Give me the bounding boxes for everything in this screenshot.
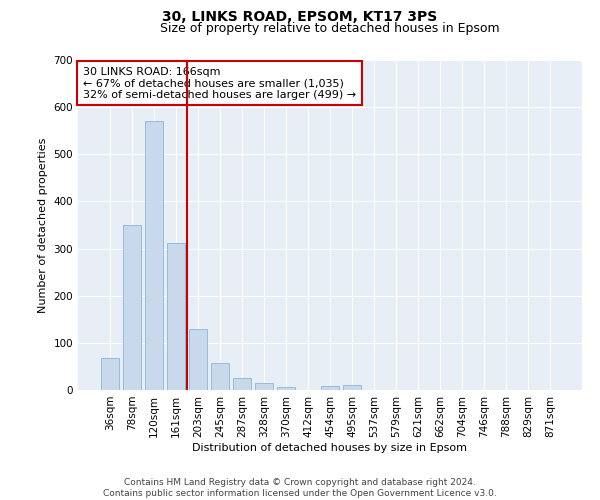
- Text: 30, LINKS ROAD, EPSOM, KT17 3PS: 30, LINKS ROAD, EPSOM, KT17 3PS: [163, 10, 437, 24]
- Y-axis label: Number of detached properties: Number of detached properties: [38, 138, 48, 312]
- Bar: [211, 363, 229, 390]
- Text: 30 LINKS ROAD: 166sqm
← 67% of detached houses are smaller (1,035)
32% of semi-d: 30 LINKS ROAD: 166sqm ← 67% of detached …: [83, 66, 356, 100]
- Text: Contains HM Land Registry data © Crown copyright and database right 2024.
Contai: Contains HM Land Registry data © Crown c…: [103, 478, 497, 498]
- Title: Size of property relative to detached houses in Epsom: Size of property relative to detached ho…: [160, 22, 500, 35]
- Bar: [343, 386, 361, 390]
- Bar: [255, 384, 273, 390]
- Bar: [101, 358, 119, 390]
- Bar: [233, 378, 251, 390]
- X-axis label: Distribution of detached houses by size in Epsom: Distribution of detached houses by size …: [193, 442, 467, 452]
- Bar: [189, 328, 206, 390]
- Bar: [277, 386, 295, 390]
- Bar: [123, 225, 140, 390]
- Bar: [167, 243, 185, 390]
- Bar: [145, 122, 163, 390]
- Bar: [321, 386, 339, 390]
